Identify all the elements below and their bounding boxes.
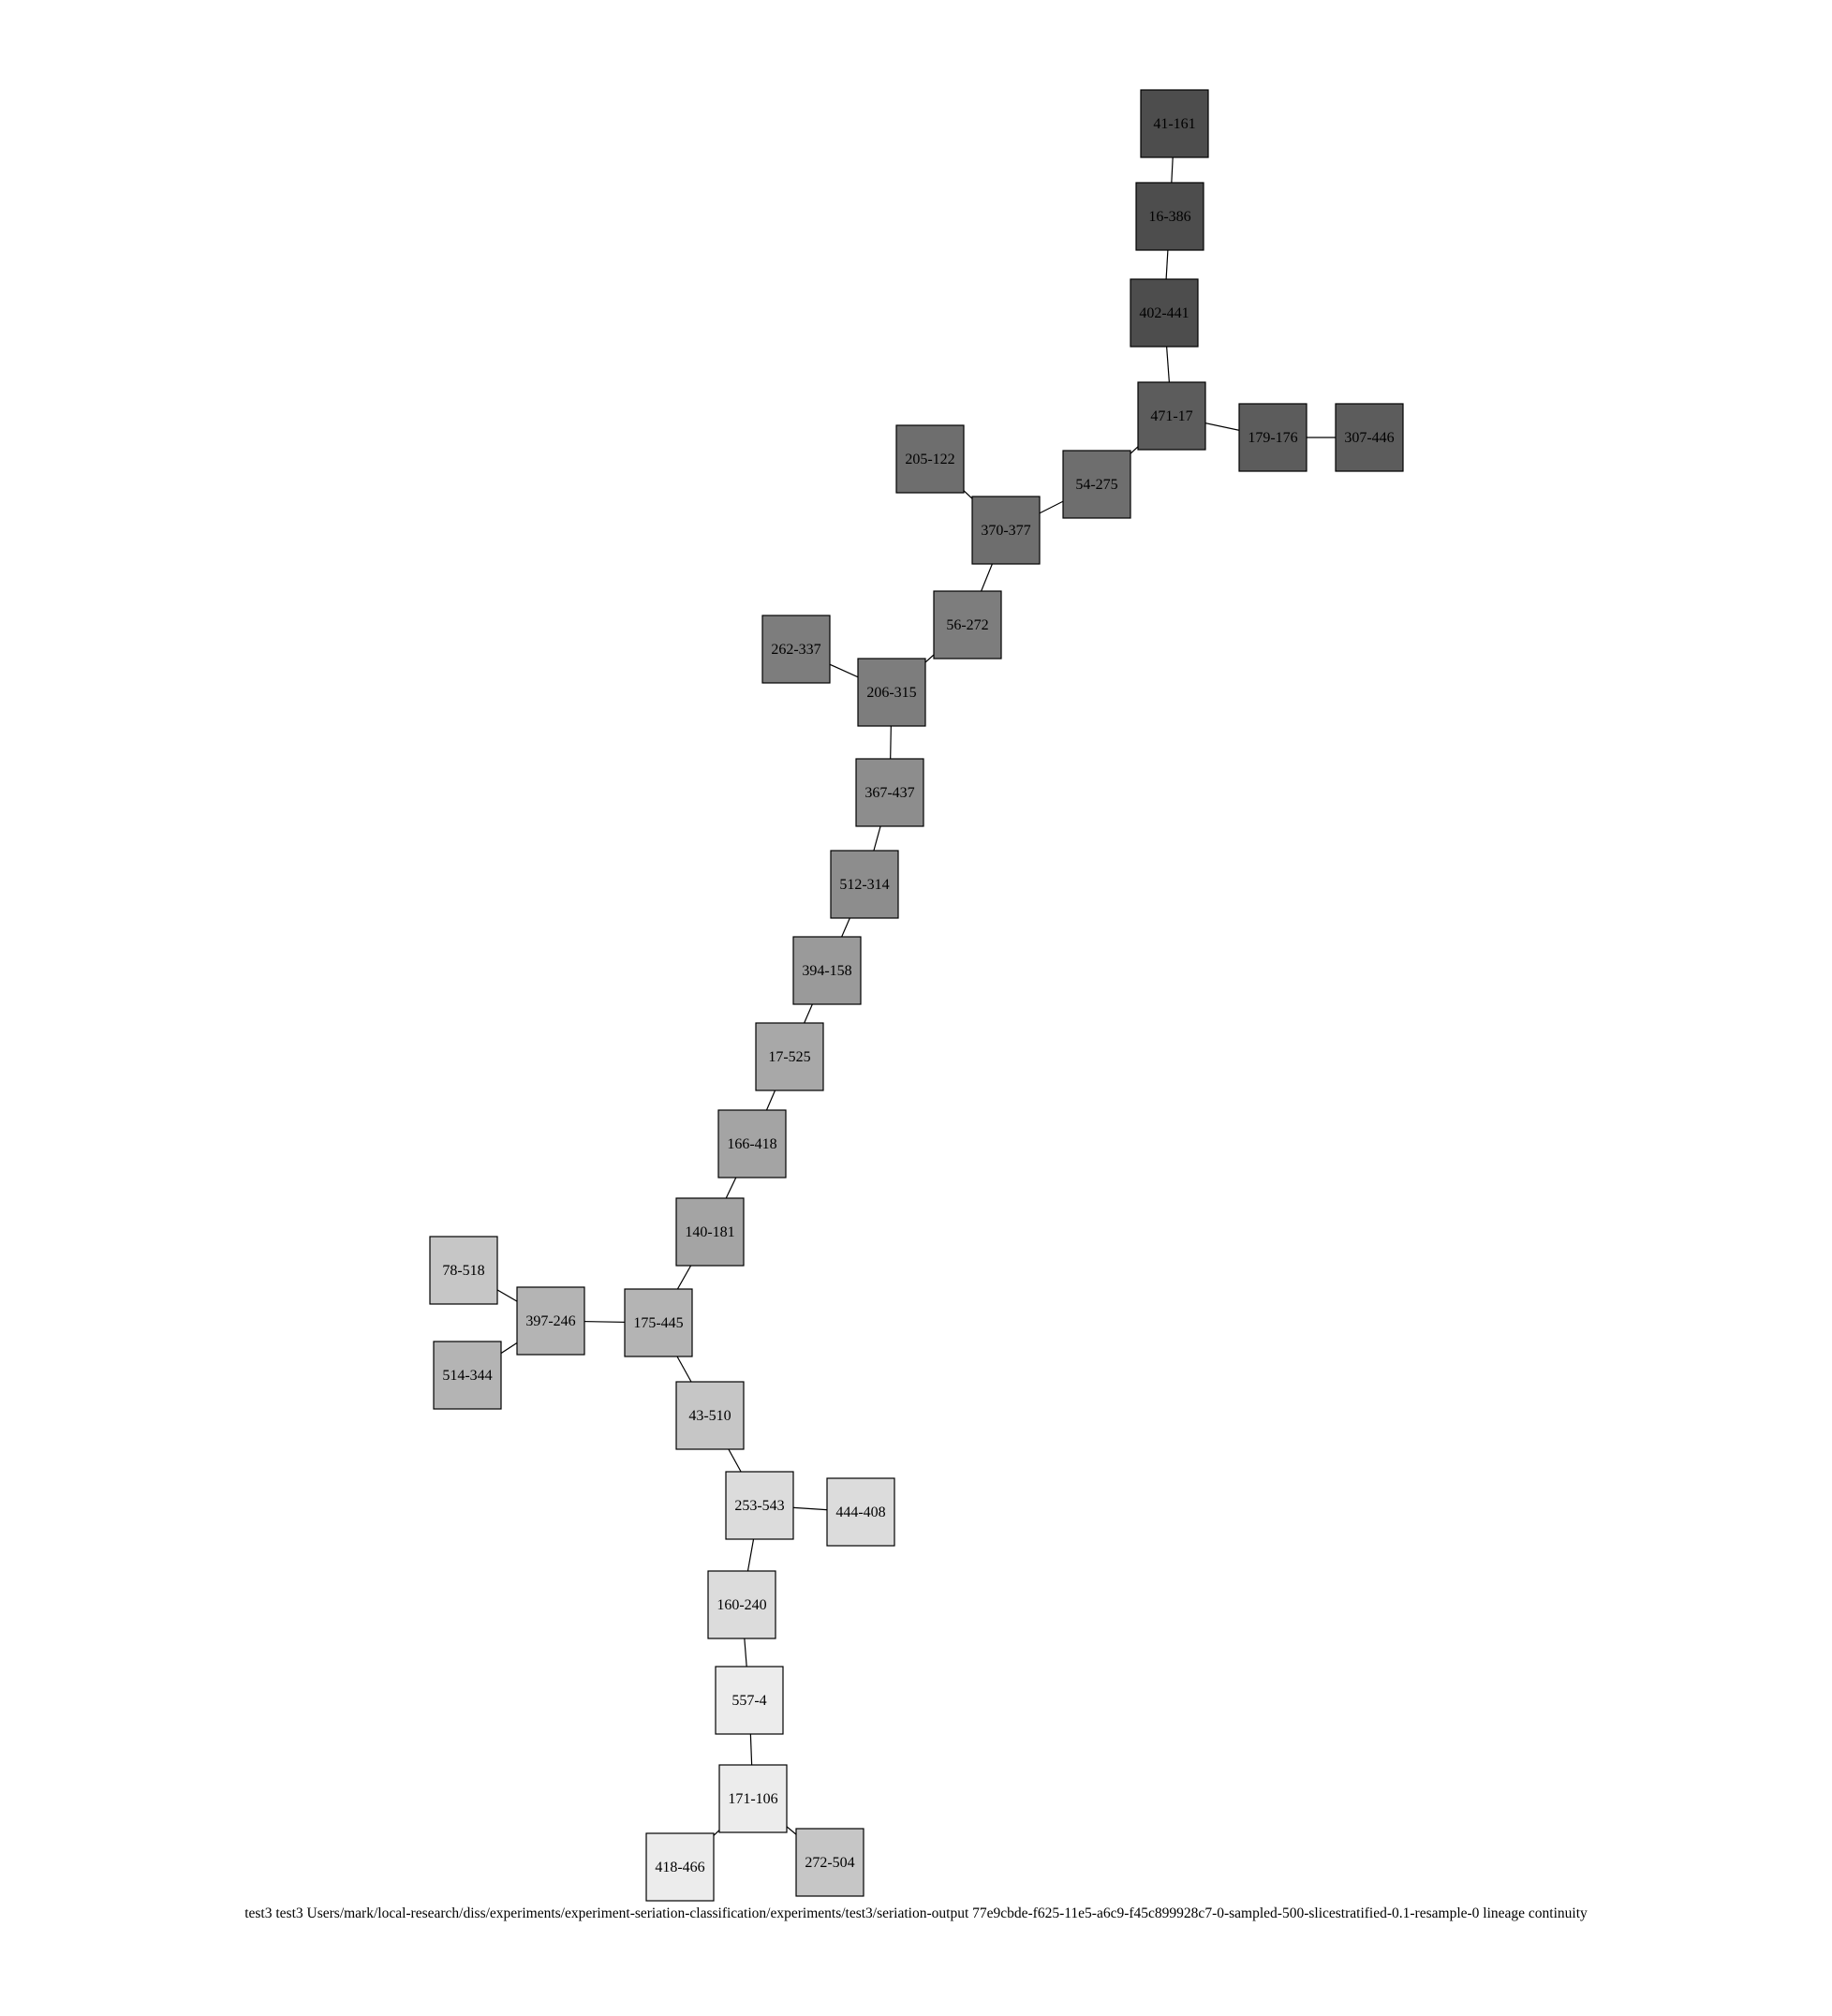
node-label: 444-408 [835,1505,885,1520]
node-272-504: 272-504 [795,1828,864,1897]
node-label: 397-246 [525,1313,575,1329]
node-label: 54-275 [1075,477,1117,493]
node-box [675,1381,745,1450]
node-label: 471-17 [1150,408,1192,424]
node-444-408: 444-408 [826,1477,895,1547]
node-label: 175-445 [633,1315,683,1331]
node-box [933,590,1002,660]
node-layer: 41-161 16-386 402-441 471-17 179-176 307-446 5… [429,89,1404,1902]
node-171-106: 171-106 [718,1764,788,1833]
node-label: 557-4 [731,1693,766,1709]
node-label: 41-161 [1153,116,1195,132]
node-box [855,758,924,827]
node-512-314: 512-314 [830,850,899,919]
node-label: 179-176 [1248,430,1297,446]
node-box [826,1477,895,1547]
node-label: 171-106 [728,1791,777,1807]
node-box [645,1832,715,1902]
node-41-161: 41-161 [1140,89,1209,158]
node-label: 370-377 [981,523,1030,539]
node-label: 418-466 [655,1860,704,1875]
node-label: 166-418 [727,1136,776,1152]
node-box [755,1022,824,1091]
node-box [433,1341,502,1410]
node-box [1130,278,1199,348]
node-402-441: 402-441 [1130,278,1199,348]
node-box [795,1828,864,1897]
node-box [429,1236,498,1305]
node-label: 56-272 [946,617,988,633]
graph-caption: test3 test3 Users/mark/local-research/di… [244,1905,1588,1921]
node-label: 160-240 [717,1597,766,1613]
node-box [895,424,965,494]
node-box [1238,403,1308,472]
node-label: 272-504 [805,1855,854,1871]
node-175-445: 175-445 [624,1288,693,1357]
node-471-17: 471-17 [1137,381,1206,451]
node-box [1335,403,1404,472]
node-box [792,936,862,1005]
node-label: 307-446 [1344,430,1394,446]
edge-layer [463,123,1369,1868]
node-box [1137,381,1206,451]
node-557-4: 557-4 [715,1666,784,1735]
node-box [1140,89,1209,158]
node-box [624,1288,693,1357]
node-206-315: 206-315 [857,658,926,727]
node-394-158: 394-158 [792,936,862,1005]
node-box [707,1570,776,1639]
node-label: 140-181 [685,1224,734,1240]
node-43-510: 43-510 [675,1381,745,1450]
node-label: 253-543 [734,1498,784,1514]
node-label: 514-344 [442,1368,492,1384]
node-label: 367-437 [864,785,914,801]
node-label: 78-518 [442,1263,484,1279]
node-label: 17-525 [768,1049,810,1065]
node-514-344: 514-344 [433,1341,502,1410]
node-label: 43-510 [688,1408,731,1424]
node-box [857,658,926,727]
node-box [718,1764,788,1833]
node-140-181: 140-181 [675,1197,745,1267]
node-label: 394-158 [802,963,851,979]
node-box [830,850,899,919]
node-box [675,1197,745,1267]
node-370-377: 370-377 [971,496,1041,565]
node-box [761,615,831,684]
node-box [516,1286,585,1356]
node-160-240: 160-240 [707,1570,776,1639]
node-205-122: 205-122 [895,424,965,494]
node-179-176: 179-176 [1238,403,1308,472]
node-367-437: 367-437 [855,758,924,827]
node-label: 512-314 [839,877,889,893]
node-label: 16-386 [1148,209,1190,225]
node-166-418: 166-418 [717,1109,787,1178]
node-box [1135,182,1204,251]
node-418-466: 418-466 [645,1832,715,1902]
node-label: 206-315 [866,685,916,701]
node-262-337: 262-337 [761,615,831,684]
node-78-518: 78-518 [429,1236,498,1305]
node-label: 402-441 [1139,305,1189,321]
node-box [717,1109,787,1178]
node-box [715,1666,784,1735]
node-253-543: 253-543 [725,1471,794,1540]
node-54-275: 54-275 [1062,450,1131,519]
node-box [725,1471,794,1540]
node-box [971,496,1041,565]
node-box [1062,450,1131,519]
node-label: 262-337 [771,642,820,658]
node-56-272: 56-272 [933,590,1002,660]
node-17-525: 17-525 [755,1022,824,1091]
node-label: 205-122 [905,452,954,467]
node-16-386: 16-386 [1135,182,1204,251]
node-307-446: 307-446 [1335,403,1404,472]
node-397-246: 397-246 [516,1286,585,1356]
